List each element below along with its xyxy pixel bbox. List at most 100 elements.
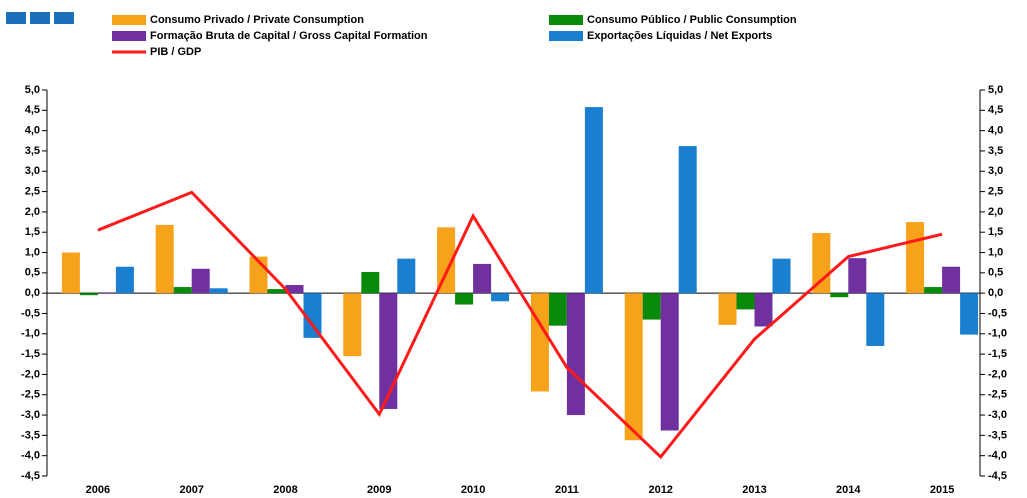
bar <box>473 263 492 294</box>
y2-tick-label: 5,0 <box>988 84 1003 96</box>
bar <box>173 287 192 294</box>
y-tick-label: -0,5 <box>21 307 40 319</box>
bar <box>267 289 286 294</box>
y-tick-label: 2,5 <box>25 185 40 197</box>
y2-tick-label: 0,0 <box>988 287 1003 299</box>
y2-tick-label: -1,5 <box>988 348 1007 360</box>
y2-tick-label: 3,0 <box>988 165 1003 177</box>
bar <box>285 285 304 294</box>
y-tick-label: 1,0 <box>25 246 40 258</box>
y2-tick-label: -3,5 <box>988 429 1007 441</box>
legend-swatch <box>112 31 146 41</box>
bar <box>379 293 398 409</box>
y-tick-label: 0,5 <box>25 267 40 279</box>
bar <box>866 293 885 346</box>
y-tick-label: 0,0 <box>25 287 40 299</box>
bar <box>736 293 755 310</box>
y-tick-label: 4,5 <box>25 104 40 116</box>
bar <box>361 272 380 294</box>
y-tick-label: -2,0 <box>21 368 40 380</box>
bar <box>660 293 679 431</box>
bar <box>209 288 228 294</box>
y-tick-label: -4,5 <box>21 470 40 482</box>
y-tick-label: -3,5 <box>21 429 40 441</box>
y2-tick-label: 1,5 <box>988 226 1003 238</box>
x-tick-label: 2013 <box>742 484 766 496</box>
x-tick-label: 2011 <box>555 484 579 496</box>
bar <box>718 293 737 325</box>
bar <box>455 293 474 305</box>
y-tick-label: 2,0 <box>25 206 40 218</box>
y2-tick-label: -2,5 <box>988 389 1007 401</box>
gdp-line <box>97 190 943 460</box>
y-tick-label: 3,0 <box>25 165 40 177</box>
y2-tick-label: 4,0 <box>988 125 1003 137</box>
y-tick-label: -2,5 <box>21 389 40 401</box>
bar <box>584 107 603 294</box>
y2-tick-label: -2,0 <box>988 368 1007 380</box>
bar <box>343 293 362 357</box>
x-tick-label: 2009 <box>367 484 391 496</box>
y-tick-label: 4,0 <box>25 125 40 137</box>
y2-tick-label: -1,0 <box>988 328 1007 340</box>
legend-swatch <box>112 15 146 25</box>
legend-swatch <box>549 15 583 25</box>
y2-tick-label: 1,0 <box>988 246 1003 258</box>
y2-tick-label: 3,5 <box>988 145 1003 157</box>
logo <box>6 12 74 24</box>
bar <box>906 222 925 294</box>
y-tick-label: -1,5 <box>21 348 40 360</box>
bar <box>624 293 643 441</box>
x-tick-label: 2007 <box>179 484 203 496</box>
x-tick-label: 2014 <box>836 484 861 496</box>
bar <box>303 293 322 338</box>
bar <box>924 287 943 294</box>
y2-tick-label: -4,0 <box>988 450 1007 462</box>
legend-label: Exportações Líquidas / Net Exports <box>587 30 772 42</box>
legend-label: Consumo Privado / Private Consumption <box>150 14 364 26</box>
y2-tick-label: 2,5 <box>988 185 1003 197</box>
bar <box>548 293 567 326</box>
x-tick-label: 2015 <box>930 484 954 496</box>
bar <box>848 258 867 294</box>
x-tick-label: 2010 <box>461 484 485 496</box>
y2-tick-label: -3,0 <box>988 409 1007 421</box>
y-tick-label: 3,5 <box>25 145 40 157</box>
y2-tick-label: 0,5 <box>988 267 1003 279</box>
bar <box>754 293 773 327</box>
bar <box>772 258 791 294</box>
x-tick-label: 2008 <box>273 484 297 496</box>
y-tick-label: -3,0 <box>21 409 40 421</box>
bar <box>437 227 456 294</box>
bar <box>566 293 585 416</box>
bar <box>830 293 849 298</box>
y2-tick-label: 2,0 <box>988 206 1003 218</box>
legend-swatch <box>549 31 583 41</box>
y-tick-label: 1,5 <box>25 226 40 238</box>
y-tick-label: 5,0 <box>25 84 40 96</box>
x-tick-label: 2006 <box>86 484 110 496</box>
y2-tick-label: -0,5 <box>988 307 1007 319</box>
bar <box>79 293 98 296</box>
y-tick-label: -1,0 <box>21 328 40 340</box>
legend-label: Consumo Público / Public Consumption <box>587 14 797 26</box>
bar <box>97 292 116 294</box>
bar <box>191 268 210 294</box>
bar <box>530 293 549 392</box>
y2-tick-label: -4,5 <box>988 470 1007 482</box>
bar <box>397 258 416 294</box>
bar <box>942 266 961 294</box>
bar <box>960 293 979 335</box>
y-tick-label: -4,0 <box>21 450 40 462</box>
bar <box>61 252 80 294</box>
bar <box>491 293 510 302</box>
x-tick-label: 2012 <box>648 484 672 496</box>
bar <box>115 266 134 294</box>
bar <box>642 293 661 320</box>
bar <box>678 146 697 294</box>
y2-tick-label: 4,5 <box>988 104 1003 116</box>
legend-label: Formação Bruta de Capital / Gross Capita… <box>150 30 428 42</box>
legend-label: PIB / GDP <box>150 46 201 58</box>
bar <box>155 224 174 294</box>
